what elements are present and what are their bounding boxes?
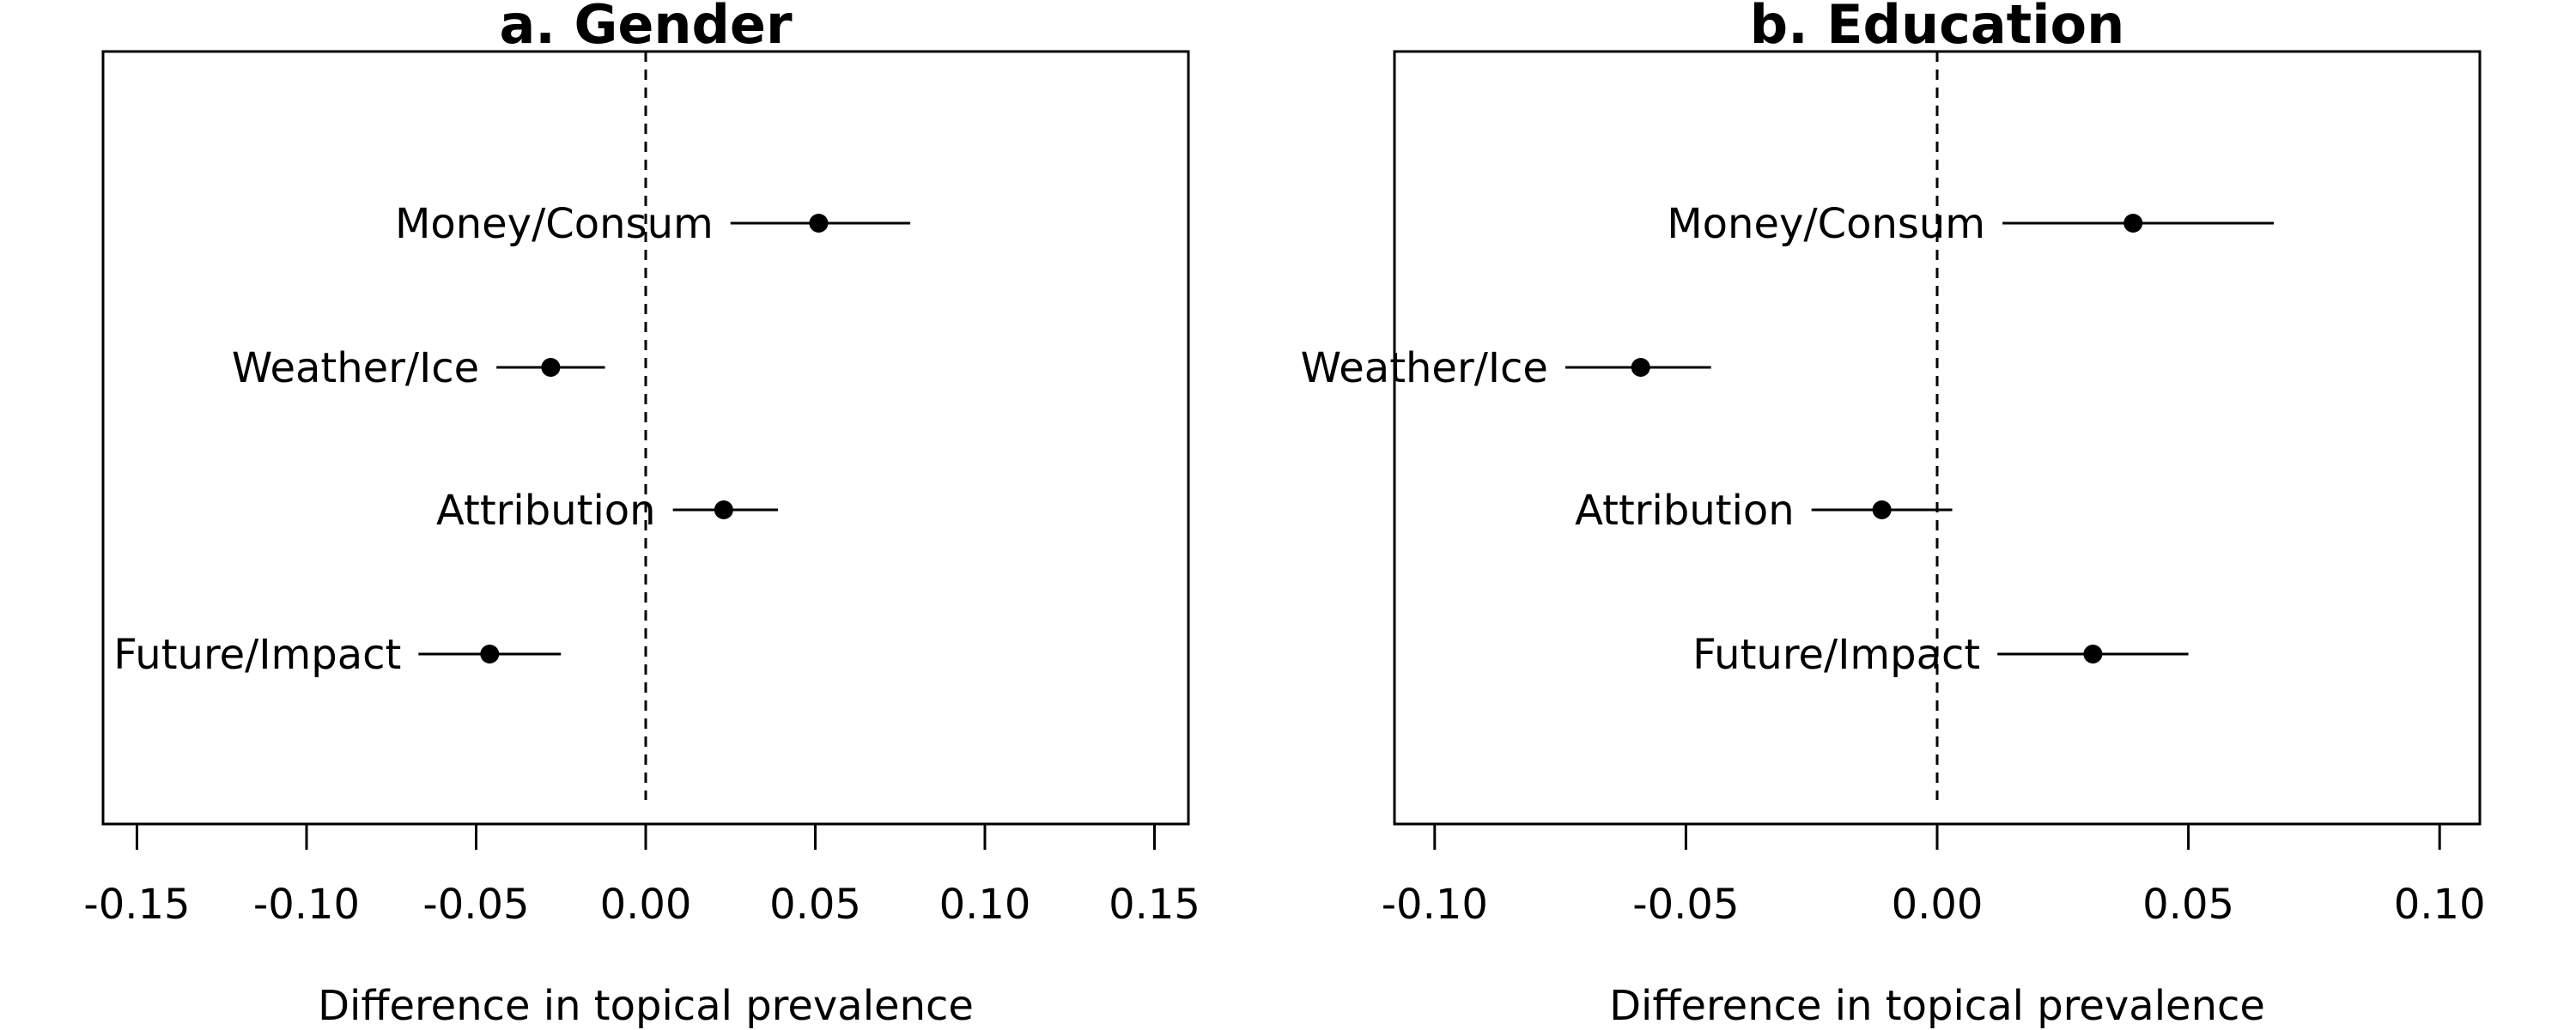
point-label: Future/Impact [113, 631, 401, 679]
panel-gender: a. Gender -0.15 -0.10 -0.05 0.00 0.05 0.10 0.15… [83, 0, 1200, 1030]
x-tick-label: 0.00 [1892, 881, 1984, 929]
chart-title: a. Gender [499, 0, 792, 56]
point-estimate [1872, 500, 1892, 519]
point-label: Attribution [436, 487, 656, 535]
point-estimate [1631, 358, 1650, 377]
x-tick-label: 0.00 [600, 881, 692, 929]
point-label: Weather/Ice [1301, 344, 1548, 392]
point-label: Money/Consum [1667, 200, 1985, 248]
x-axis-label: Difference in topical prevalence [1609, 982, 2265, 1030]
x-tick-label: -0.10 [1382, 881, 1488, 929]
point-estimate [480, 645, 500, 663]
point-label: Money/Consum [395, 200, 714, 248]
point-estimate [809, 214, 829, 233]
point-estimate [541, 358, 561, 377]
x-axis-label: Difference in topical prevalence [318, 982, 974, 1030]
data-point-group: Weather/Ice [1301, 344, 1711, 392]
data-point-group: Future/Impact [113, 631, 562, 679]
point-estimate [2123, 214, 2143, 233]
data-point-group: Weather/Ice [232, 344, 605, 392]
x-tick-label: 0.10 [2394, 881, 2486, 929]
point-estimate [714, 500, 733, 519]
x-tick-label: -0.10 [253, 881, 360, 929]
data-point-group: Attribution [1575, 487, 1953, 535]
x-tick-label: 0.10 [939, 881, 1031, 929]
data-point-group: Money/Consum [1667, 200, 2275, 248]
x-tick-label: -0.15 [83, 881, 190, 929]
x-tick-label: 0.15 [1109, 881, 1200, 929]
chart-title: b. Education [1750, 0, 2125, 56]
point-label: Future/Impact [1692, 631, 1980, 679]
x-tick-label: -0.05 [1632, 881, 1739, 929]
x-tick-label: 0.05 [2142, 881, 2234, 929]
data-point-group: Future/Impact [1692, 631, 2189, 679]
x-tick-label: 0.05 [769, 881, 861, 929]
point-label: Weather/Ice [232, 344, 479, 392]
data-point-group: Money/Consum [395, 200, 911, 248]
panel-education: b. Education -0.10 -0.05 0.00 0.05 0.10 Differ… [1301, 0, 2486, 1030]
point-estimate [2083, 645, 2103, 663]
data-point-group: Attribution [436, 487, 779, 535]
point-label: Attribution [1575, 487, 1795, 535]
x-tick-label: -0.05 [422, 881, 529, 929]
